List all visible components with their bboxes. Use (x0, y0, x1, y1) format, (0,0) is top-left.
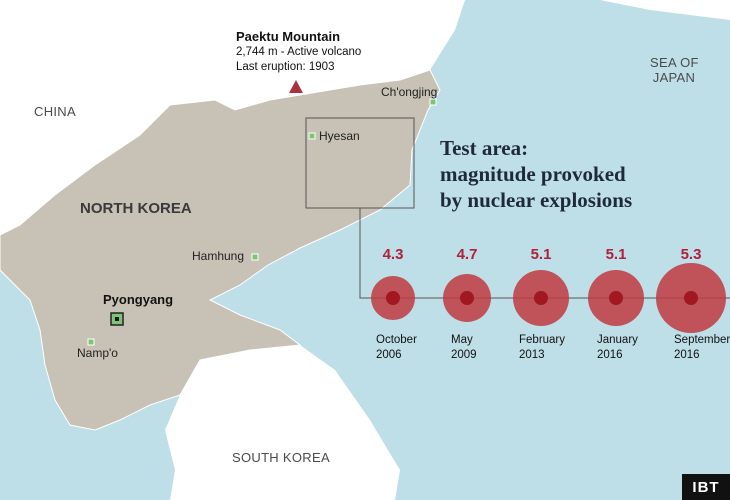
nampo-label: Namp'o (77, 346, 118, 360)
hyesan-label: Hyesan (319, 129, 360, 143)
test-area-title-line-3: by nuclear explosions (440, 188, 633, 212)
test-area-title-line-2: magnitude provoked (440, 162, 626, 186)
hamhung-marker (251, 253, 259, 261)
triangle-icon (289, 80, 303, 93)
date-3-year: 2013 (519, 349, 545, 361)
sea-of-japan-label-1: SEA OF (650, 55, 699, 70)
china-label: CHINA (34, 104, 76, 119)
date-4: January 2016 (597, 333, 638, 363)
explosion-dot-4 (609, 291, 623, 305)
hyesan-marker (308, 132, 316, 140)
russia-land (520, 0, 730, 20)
pyongyang-label: Pyongyang (103, 292, 174, 307)
date-1: October 2006 (376, 333, 417, 363)
chongjing-label: Ch'ongjing (381, 85, 438, 99)
date-4-year: 2016 (597, 349, 623, 361)
date-3-month: February (519, 334, 566, 346)
brand-logo: IBT (682, 474, 730, 500)
paektu-line2: Last eruption: 1903 (236, 61, 335, 73)
magnitude-1: 4.3 (382, 246, 404, 263)
date-1-month: October (376, 334, 417, 346)
explosion-dot-2 (460, 291, 474, 305)
north-korea-label: NORTH KOREA (80, 200, 192, 217)
hamhung-label: Hamhung (192, 249, 245, 263)
sea-of-japan-label-2: JAPAN (652, 70, 696, 85)
date-4-month: January (597, 334, 638, 346)
explosion-dot-3 (534, 291, 548, 305)
paektu-name: Paektu Mountain (236, 29, 341, 44)
date-1-year: 2006 (376, 349, 402, 361)
date-2-year: 2009 (451, 349, 477, 361)
paektu-line1: 2,744 m - Active volcano (236, 46, 362, 58)
north-korea-land (0, 69, 441, 431)
date-5: September 2016 (674, 333, 730, 363)
magnitude-5: 5.3 (680, 246, 702, 263)
date-5-month: September (674, 334, 730, 346)
date-3: February 2013 (519, 333, 565, 363)
magnitude-4: 5.1 (605, 246, 627, 263)
date-5-year: 2016 (674, 349, 700, 361)
explosion-markers (371, 263, 726, 333)
explosion-dot-1 (386, 291, 400, 305)
magnitude-3: 5.1 (530, 246, 552, 263)
date-2: May 2009 (451, 333, 477, 363)
nampo-marker (87, 338, 95, 346)
test-area-title-line-1: Test area: (440, 136, 529, 160)
magnitude-2: 4.7 (456, 246, 478, 263)
china-land (0, 0, 465, 235)
pyongyang-marker-center (115, 317, 119, 321)
chongjing-marker (429, 98, 437, 106)
test-area-title: Test area: magnitude provoked by nuclear… (440, 135, 632, 213)
date-2-month: May (451, 334, 473, 346)
south-korea-land (165, 345, 400, 500)
explosion-dot-5 (684, 291, 698, 305)
south-korea-label: SOUTH KOREA (232, 450, 330, 465)
